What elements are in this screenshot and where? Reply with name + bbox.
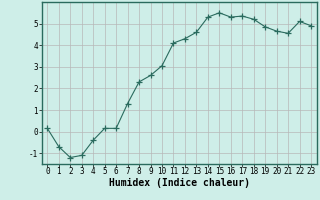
X-axis label: Humidex (Indice chaleur): Humidex (Indice chaleur) [109, 178, 250, 188]
